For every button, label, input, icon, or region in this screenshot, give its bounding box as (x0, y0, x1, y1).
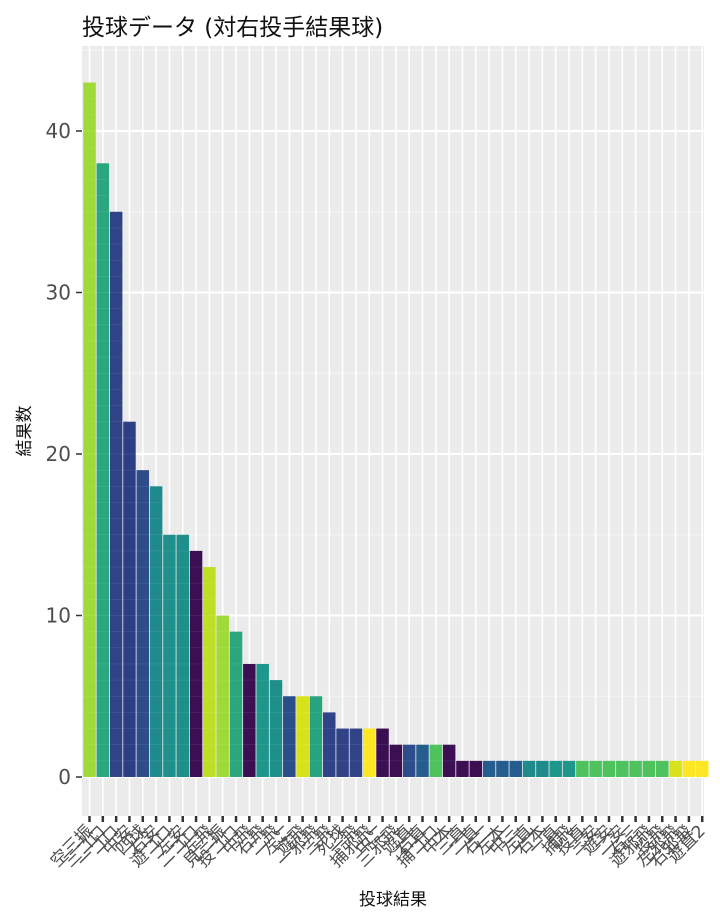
y-tick-label: 10 (46, 604, 71, 628)
bar (416, 744, 429, 777)
bar (123, 421, 136, 777)
y-tick-label: 40 (46, 119, 71, 143)
bar (629, 760, 642, 777)
bar (576, 760, 589, 777)
bar (669, 760, 682, 777)
bars (83, 82, 709, 778)
bar (482, 760, 496, 777)
chart-title: 投球データ (対右投手結果球) (82, 15, 384, 41)
bar (362, 728, 376, 777)
bar (349, 728, 363, 777)
bar (229, 631, 243, 777)
bar (656, 760, 669, 777)
x-axis-label: 投球結果 (359, 890, 427, 910)
bar (243, 663, 256, 777)
bar (323, 712, 336, 777)
bar (176, 534, 189, 777)
bar (283, 696, 296, 777)
bar (509, 760, 522, 777)
bar (389, 744, 403, 777)
bar (149, 486, 163, 777)
y-axis-label: 結果数 (15, 406, 35, 457)
y-tick-label: 20 (46, 442, 71, 466)
bar (109, 211, 123, 777)
bar (536, 760, 549, 777)
bar (682, 760, 696, 777)
bar (216, 615, 229, 777)
bar (163, 534, 176, 777)
y-tick-label: 30 (46, 281, 71, 305)
bar (83, 82, 96, 778)
bar (269, 680, 283, 777)
bar (642, 760, 656, 777)
bar (469, 760, 483, 777)
bar (589, 760, 602, 777)
bar (522, 760, 536, 777)
bar (549, 760, 562, 777)
bar (456, 760, 469, 777)
bar (309, 696, 323, 777)
bar (296, 696, 309, 777)
bar (602, 760, 616, 777)
bar (616, 760, 629, 777)
bar (496, 760, 509, 777)
bar (376, 728, 389, 777)
x-axis: 空三振三ゴロ一ゴロ中安四球右安遊ゴロ左安二ゴロ左飛見三振投ゴロ中飛右飛二飛左二遊… (47, 816, 710, 872)
bar (189, 550, 203, 777)
bar (429, 744, 443, 777)
bar (256, 663, 269, 777)
bar (203, 567, 216, 777)
bar (136, 470, 150, 777)
bar (442, 744, 456, 777)
bar (695, 760, 709, 777)
bar (402, 744, 416, 777)
bar (96, 163, 110, 778)
y-tick-label: 0 (58, 765, 71, 789)
y-axis: 0 10 20 30 40 (46, 119, 82, 789)
bar (336, 728, 349, 777)
bar (562, 760, 576, 777)
